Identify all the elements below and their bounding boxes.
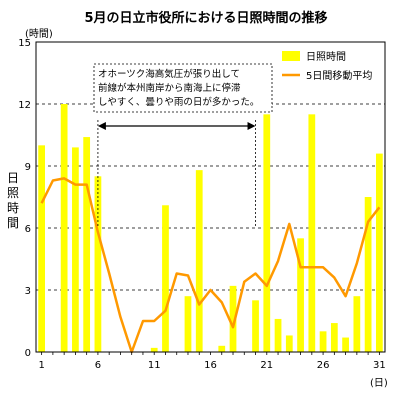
- y-tick-label: 9: [25, 162, 31, 173]
- bar: [218, 345, 226, 352]
- annotation-text: しやすく、曇りや雨の日が多かった。: [98, 96, 259, 108]
- bar: [342, 337, 349, 352]
- legend-label-bar: 日照時間: [306, 51, 346, 63]
- x-tick-label: 31: [373, 360, 386, 371]
- x-unit-label: (日): [370, 378, 388, 389]
- bar: [72, 147, 79, 352]
- legend: 日照時間 5日間移動平均: [276, 45, 382, 85]
- y-tick-label: 12: [18, 100, 31, 111]
- bar: [195, 170, 203, 352]
- bar: [162, 205, 169, 352]
- legend-label-line: 5日間移動平均: [306, 69, 372, 82]
- bar: [252, 300, 259, 352]
- bar: [38, 145, 46, 352]
- annotation-text: 前線が本州南岸から南海上に停滞: [98, 82, 241, 94]
- bar: [285, 335, 293, 352]
- x-tick-label: 16: [204, 360, 217, 371]
- bar: [375, 153, 383, 352]
- y-tick-label: 15: [18, 38, 31, 49]
- bar: [308, 114, 316, 352]
- bar: [319, 331, 327, 352]
- x-tick-label: 21: [260, 360, 273, 371]
- bar: [330, 323, 338, 352]
- bar: [229, 285, 237, 352]
- y-tick-label: 6: [25, 224, 31, 235]
- bar: [150, 347, 158, 352]
- annotation-box: [93, 63, 273, 113]
- bar: [184, 296, 192, 352]
- bar: [263, 114, 271, 352]
- line-layer: [40, 177, 381, 354]
- bar: [60, 104, 68, 352]
- bar: [297, 238, 304, 352]
- span-arrowhead-left: [97, 122, 106, 130]
- y-tick-label: 0: [25, 348, 31, 359]
- x-tick-label: 11: [148, 360, 161, 371]
- moving-average-line: [40, 177, 381, 354]
- bar: [83, 137, 91, 352]
- x-tick-label: 26: [317, 360, 330, 371]
- x-tick-label: 1: [38, 360, 44, 371]
- x-tick-label: 6: [95, 360, 101, 371]
- bar: [94, 176, 102, 352]
- annotation-text: オホーツク海高気圧が張り出して: [98, 68, 240, 80]
- y-tick-label: 3: [25, 286, 31, 297]
- annotation-layer: オホーツク海高気圧が張り出して前線が本州南岸から南海上に停滞しやすく、曇りや雨の…: [93, 63, 273, 228]
- y-axis-label: 日照時間: [7, 171, 19, 230]
- bar-layer: [38, 104, 383, 352]
- bar: [364, 197, 372, 352]
- span-arrowhead-right: [247, 122, 256, 130]
- bar: [353, 296, 361, 352]
- y-unit-label: (時間): [25, 28, 53, 40]
- bar: [274, 318, 282, 352]
- legend-swatch-bar: [282, 51, 300, 61]
- chart-title: 5月の日立市役所における日照時間の推移: [84, 10, 327, 26]
